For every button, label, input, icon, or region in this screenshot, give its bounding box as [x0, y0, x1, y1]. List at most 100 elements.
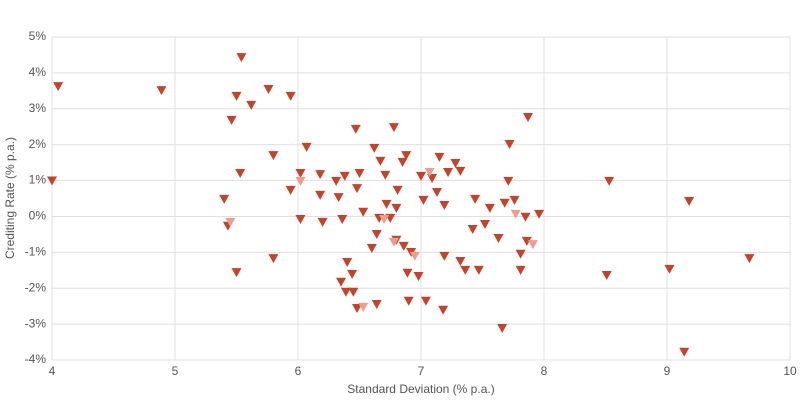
point — [352, 303, 363, 313]
point — [388, 123, 399, 133]
point — [397, 157, 408, 167]
point — [225, 217, 236, 227]
point — [352, 184, 363, 194]
point — [455, 256, 466, 266]
point — [497, 324, 508, 334]
point — [350, 124, 361, 134]
point — [499, 198, 510, 208]
point — [235, 169, 246, 179]
point — [515, 249, 526, 259]
point — [388, 237, 399, 247]
y-tick-label: -3% — [25, 316, 47, 330]
point — [371, 300, 382, 310]
point — [317, 217, 328, 227]
point — [604, 176, 615, 186]
point — [493, 233, 504, 243]
y-tick-label: -2% — [25, 280, 47, 294]
point — [398, 241, 409, 251]
point — [371, 230, 382, 240]
point — [439, 200, 450, 210]
point — [664, 264, 675, 274]
point — [295, 169, 306, 179]
point — [515, 265, 526, 275]
point — [503, 176, 514, 186]
point — [418, 195, 429, 205]
point — [420, 296, 431, 306]
point — [484, 203, 495, 213]
point — [439, 251, 450, 261]
y-tick-label: 3% — [29, 101, 47, 115]
point — [523, 113, 534, 123]
point — [527, 240, 538, 250]
point — [285, 91, 296, 101]
point — [263, 85, 274, 95]
point — [285, 185, 296, 195]
point — [403, 296, 414, 306]
point — [47, 176, 57, 186]
point — [315, 170, 326, 180]
point — [354, 169, 365, 179]
point — [231, 268, 242, 278]
point — [744, 254, 755, 264]
point — [339, 171, 350, 181]
y-tick-label: 0% — [29, 209, 47, 223]
x-axis-label: Standard Deviation (% p.a.) — [347, 382, 494, 396]
point — [450, 158, 461, 168]
x-tick-label: 4 — [49, 364, 56, 378]
point — [295, 214, 306, 224]
point — [401, 151, 412, 161]
y-tick-label: 1% — [29, 173, 47, 187]
point — [684, 197, 695, 207]
point — [424, 167, 435, 177]
point — [467, 225, 478, 235]
point — [342, 258, 353, 268]
point — [375, 156, 386, 166]
point — [455, 166, 466, 176]
point — [236, 53, 247, 63]
point — [409, 251, 420, 261]
point — [301, 142, 312, 152]
point — [366, 244, 377, 254]
point — [510, 209, 521, 219]
point — [336, 277, 347, 287]
y-tick-label: -4% — [25, 352, 47, 366]
point — [679, 347, 690, 357]
point — [226, 115, 237, 125]
point — [379, 214, 390, 224]
point — [219, 194, 230, 204]
point — [315, 190, 326, 200]
point — [443, 167, 454, 177]
point — [460, 265, 471, 275]
point — [509, 195, 520, 205]
point — [381, 199, 392, 209]
point — [434, 152, 445, 162]
x-tick-label: 5 — [172, 364, 179, 378]
point — [479, 219, 490, 229]
point — [520, 212, 531, 222]
point — [380, 170, 391, 180]
point — [268, 151, 279, 161]
point — [358, 302, 369, 312]
point — [231, 91, 242, 101]
y-axis-label: Crediting Rate (% p.a.) — [3, 137, 17, 259]
point — [369, 143, 380, 153]
point — [268, 254, 279, 264]
point — [347, 269, 358, 279]
x-tick-label: 8 — [541, 364, 548, 378]
point — [402, 268, 413, 278]
y-tick-label: 4% — [29, 65, 47, 79]
point — [470, 194, 481, 204]
point — [473, 265, 484, 275]
point — [348, 287, 359, 297]
y-tick-label: 2% — [29, 137, 47, 151]
point — [246, 100, 257, 110]
point — [534, 209, 545, 219]
x-tick-label: 6 — [295, 364, 302, 378]
point — [438, 305, 449, 315]
point — [333, 193, 344, 203]
point — [413, 272, 424, 282]
point — [340, 287, 351, 297]
point — [53, 82, 64, 92]
y-tick-label: 5% — [29, 29, 47, 43]
